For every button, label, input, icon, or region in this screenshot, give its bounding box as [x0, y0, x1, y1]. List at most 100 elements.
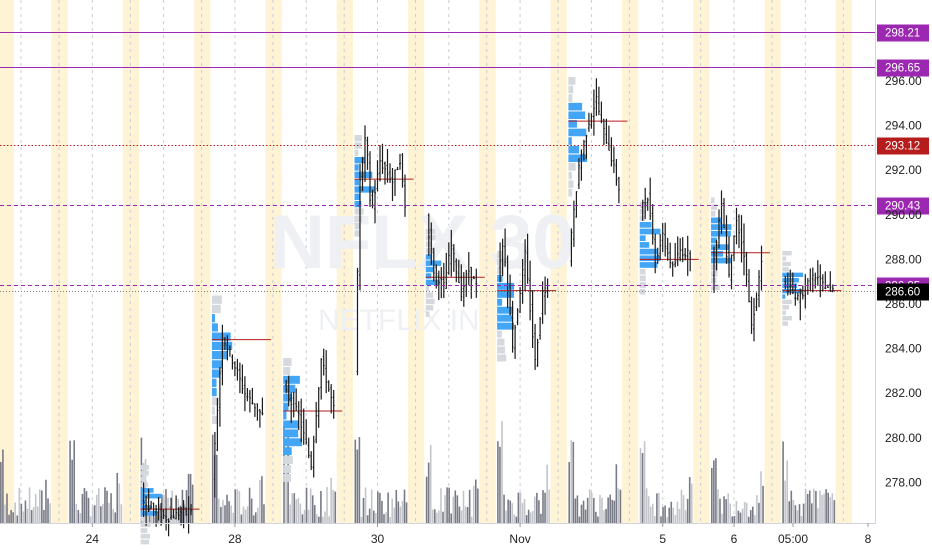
- volume-bar: [318, 516, 320, 523]
- profile-row: [283, 402, 289, 411]
- volume-bar: [784, 480, 786, 523]
- volume-bar: [656, 493, 658, 523]
- volume-bar: [540, 513, 542, 523]
- volume-bar: [649, 506, 652, 523]
- profile-row: [639, 242, 650, 248]
- level-tag: [877, 197, 929, 215]
- volume-bar: [370, 489, 373, 523]
- volume-bar: [446, 487, 448, 523]
- profile-row: [497, 314, 512, 322]
- profile-row: [283, 358, 292, 366]
- volume-bar: [89, 516, 92, 523]
- volume-bar: [660, 516, 662, 523]
- profile-row: [140, 476, 147, 482]
- volume-bar: [450, 513, 452, 523]
- volume-bar: [578, 516, 581, 523]
- volume-bar: [393, 507, 396, 523]
- volume-bar: [536, 492, 538, 523]
- premarket-band: [265, 0, 282, 523]
- profile-row: [639, 228, 661, 235]
- volume-bar: [2, 449, 4, 523]
- volume-bar: [668, 507, 670, 523]
- volume-bar: [169, 506, 171, 523]
- volume-bar: [71, 459, 73, 523]
- volume-bar: [106, 490, 108, 523]
- profile-row: [283, 438, 303, 447]
- profile-row: [354, 208, 364, 215]
- volume-bar: [291, 493, 293, 523]
- time-axis[interactable]: 24 28 30 Nov 5 6 05:00 8: [0, 523, 876, 546]
- volume-bar: [161, 494, 163, 523]
- profile-row: [782, 321, 788, 326]
- volume-bar: [362, 497, 365, 523]
- price-axis[interactable]: 278.00 280.00 282.00 284.00 286.00 288.00 290.…: [875, 0, 923, 523]
- volume-bar: [762, 485, 764, 523]
- volume-bar: [234, 489, 237, 523]
- volume-bar: [232, 512, 234, 523]
- volume-bar: [670, 501, 673, 523]
- volume-bar: [112, 509, 114, 523]
- volume-bar: [77, 509, 80, 523]
- volume-bar: [69, 440, 71, 523]
- volume-bar: [538, 500, 540, 523]
- volume-bar: [104, 487, 106, 523]
- volume-bar: [542, 490, 544, 523]
- profile-row: [283, 366, 291, 375]
- profile-row: [711, 217, 722, 224]
- volume-bar: [800, 516, 803, 523]
- volume-bar: [387, 492, 389, 523]
- profile-row: [711, 257, 732, 264]
- volume-bar: [760, 471, 762, 523]
- profile-row: [425, 235, 436, 241]
- volume-bar: [821, 495, 823, 523]
- profile-row: [782, 299, 792, 305]
- profile-row: [354, 186, 376, 193]
- volume-bar: [4, 504, 6, 523]
- profile-row: [354, 178, 359, 186]
- volume-bar: [218, 498, 220, 523]
- symbol-watermark: NFLX 30 NETFLIX IN: [270, 200, 575, 337]
- profile-row: [140, 470, 149, 476]
- volume-bar: [825, 489, 827, 523]
- volume-bar: [523, 499, 526, 523]
- volume-bar: [354, 439, 357, 523]
- level-tag-label: 296.65: [885, 63, 920, 75]
- volume-bar: [425, 476, 428, 523]
- volume-bar: [686, 498, 689, 523]
- volume-bar: [817, 508, 819, 523]
- profile-row: [211, 314, 215, 323]
- volume-bar: [303, 509, 306, 523]
- profile-row: [711, 210, 716, 217]
- premarket-band: [764, 0, 781, 523]
- volume-bar: [525, 515, 528, 523]
- profile-row: [211, 369, 221, 378]
- profile-row: [568, 171, 572, 180]
- volume-bar: [513, 514, 516, 523]
- profile-row: [497, 282, 515, 290]
- volume-bar: [41, 490, 43, 523]
- volume-bar: [189, 473, 192, 523]
- profile-row: [425, 279, 440, 286]
- volume-bar: [647, 496, 650, 523]
- volume-bar: [248, 487, 251, 523]
- volume-bar: [440, 488, 442, 523]
- volume-bar: [85, 491, 88, 523]
- session-bands: [0, 0, 853, 523]
- volume-bar: [658, 492, 660, 523]
- volume-bar: [261, 476, 263, 523]
- profile-row: [211, 387, 217, 397]
- volume-bar: [263, 504, 265, 523]
- volume-bar: [93, 505, 96, 523]
- volume-bar: [605, 508, 607, 523]
- volume-bar: [20, 503, 23, 523]
- profile-row: [425, 247, 434, 254]
- level-tag-label: 290.43: [885, 201, 920, 213]
- volume-bar: [118, 483, 121, 523]
- volume-bar: [723, 496, 725, 523]
- premarket-band: [835, 0, 853, 523]
- volume-bar: [580, 504, 583, 523]
- volume-bar: [429, 444, 432, 523]
